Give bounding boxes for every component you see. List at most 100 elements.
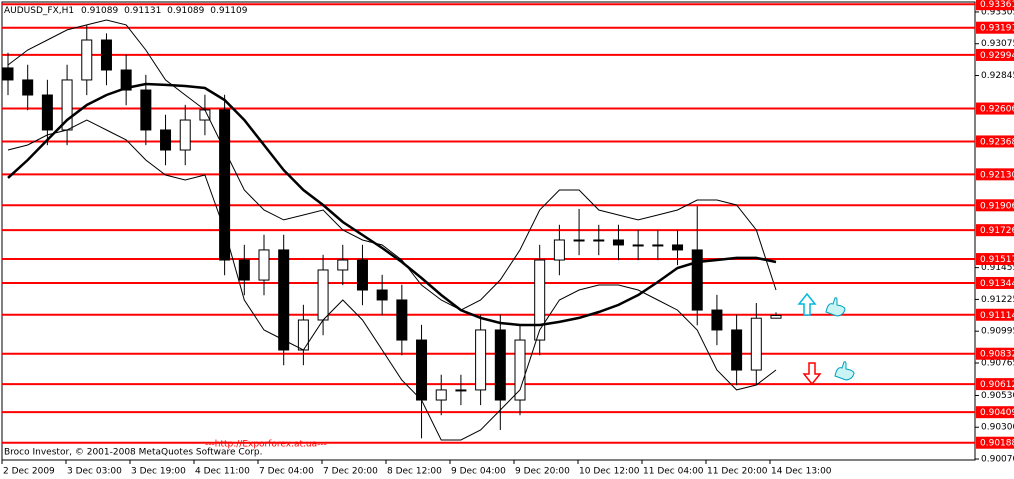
level-label: 0.92368 — [980, 137, 1014, 147]
level-label: 0.91114 — [980, 311, 1014, 321]
level-label-box — [976, 276, 1014, 289]
y-tick-label: 0.90765 — [981, 358, 1014, 368]
y-tick-label: 0.93075 — [981, 39, 1014, 49]
level-label: 0.90188 — [980, 439, 1014, 449]
y-tick-label: 0.90995 — [981, 327, 1014, 337]
y-tick-label: 0.91225 — [981, 295, 1014, 305]
y-tick-label: 0.91455 — [981, 263, 1014, 273]
bollinger-band — [7, 19, 777, 311]
candle-body — [652, 244, 664, 247]
down-arrow — [802, 362, 822, 386]
level-label-box — [976, 21, 1014, 34]
level-label: 0.90612 — [980, 380, 1014, 390]
level-label-box — [976, 406, 1014, 419]
x-tick-label: 14 Dec 13:00 — [771, 467, 832, 477]
candle-body — [278, 249, 290, 351]
candle-body — [632, 244, 644, 247]
x-tick-label: 3 Dec 03:00 — [67, 467, 122, 477]
candle-body — [22, 79, 34, 96]
candle-body — [81, 39, 93, 81]
level-label: 0.91344 — [980, 279, 1014, 289]
level-label: 0.92130 — [980, 170, 1014, 180]
candle-body — [396, 299, 408, 341]
candle-body — [337, 259, 349, 271]
up-signal — [797, 292, 846, 317]
x-tick-label: 10 Dec 12:00 — [579, 467, 640, 477]
level-label-box — [976, 253, 1014, 266]
y-tick-label: 0.92845 — [981, 71, 1014, 81]
candle-body — [691, 249, 703, 311]
candle-body — [356, 259, 368, 291]
hand-icon — [834, 361, 855, 381]
level-label-box — [976, 224, 1014, 237]
candle-body — [435, 389, 447, 401]
candle-body — [750, 317, 762, 371]
candle-body — [376, 289, 388, 301]
hand-icon — [825, 297, 846, 317]
candle-body — [711, 309, 723, 331]
candle-body — [140, 89, 152, 131]
candle-body — [672, 244, 684, 251]
x-tick-label: 8 Dec 12:00 — [387, 467, 442, 477]
level-label-box — [976, 102, 1014, 115]
level-label: 0.90832 — [980, 350, 1014, 360]
y-tick-label: 0.93305 — [981, 7, 1014, 17]
x-tick-label: 7 Dec 04:00 — [259, 467, 314, 477]
bollinger-band — [7, 119, 777, 441]
level-label-box — [976, 347, 1014, 360]
site-link: ---http://Exporforex.at.ua--- — [205, 440, 327, 450]
level-label: 0.92606 — [980, 105, 1014, 115]
candle-body — [41, 94, 53, 131]
level-label-box — [976, 168, 1014, 181]
candle-body — [612, 239, 624, 246]
chart-header: AUDUSD_FX,H1 0.91089 0.91131 0.91089 0.9… — [4, 6, 248, 16]
x-tick-label: 4 Dec 11:00 — [195, 467, 250, 477]
x-tick-label: 11 Dec 04:00 — [643, 467, 704, 477]
level-label-box — [976, 199, 1014, 212]
level-label-box — [976, 48, 1014, 61]
candle-body — [199, 109, 211, 121]
plot-area — [2, 3, 975, 444]
candle-body — [553, 239, 565, 261]
level-label: 0.90409 — [980, 408, 1014, 418]
level-label-box — [976, 436, 1014, 449]
candle-body — [494, 329, 506, 401]
level-label: 0.91726 — [980, 226, 1014, 236]
candle-body — [475, 329, 487, 391]
candle-body — [317, 269, 329, 321]
header-low: 0.91089 — [167, 6, 204, 16]
level-label: 0.91517 — [980, 255, 1014, 265]
candle-body — [238, 259, 250, 281]
level-label: 0.93361 — [980, 0, 1014, 10]
candle-body — [219, 109, 231, 261]
candle-body — [593, 239, 605, 242]
candle-body — [455, 389, 467, 392]
candle-body — [514, 339, 526, 401]
candle-body — [258, 249, 270, 281]
candle-body — [179, 119, 191, 151]
x-tick-label: 3 Dec 19:00 — [131, 467, 186, 477]
level-label: 0.92994 — [980, 51, 1014, 61]
copyright: Broco Investor, © 2001-2008 MetaQuotes S… — [4, 448, 263, 458]
header-close: 0.91109 — [210, 6, 247, 16]
y-tick-label: 0.90070 — [981, 455, 1014, 465]
x-tick-label: 7 Dec 20:00 — [323, 467, 378, 477]
x-tick-label: 9 Dec 20:00 — [515, 467, 570, 477]
moving-average — [7, 82, 777, 327]
x-tick-label: 9 Dec 04:00 — [451, 467, 506, 477]
candle-body — [416, 339, 428, 401]
level-label-box — [976, 135, 1014, 148]
symbol: AUDUSD_FX,H1 — [4, 6, 74, 16]
level-label: 0.91906 — [980, 201, 1014, 211]
x-tick-label: 2 Dec 2009 — [3, 467, 55, 477]
level-label-box — [976, 308, 1014, 321]
level-label: 0.93191 — [980, 24, 1014, 34]
header-open: 0.91089 — [81, 6, 118, 16]
up-arrow — [797, 292, 817, 316]
candle-body — [100, 39, 112, 71]
level-label-box — [976, 378, 1014, 391]
